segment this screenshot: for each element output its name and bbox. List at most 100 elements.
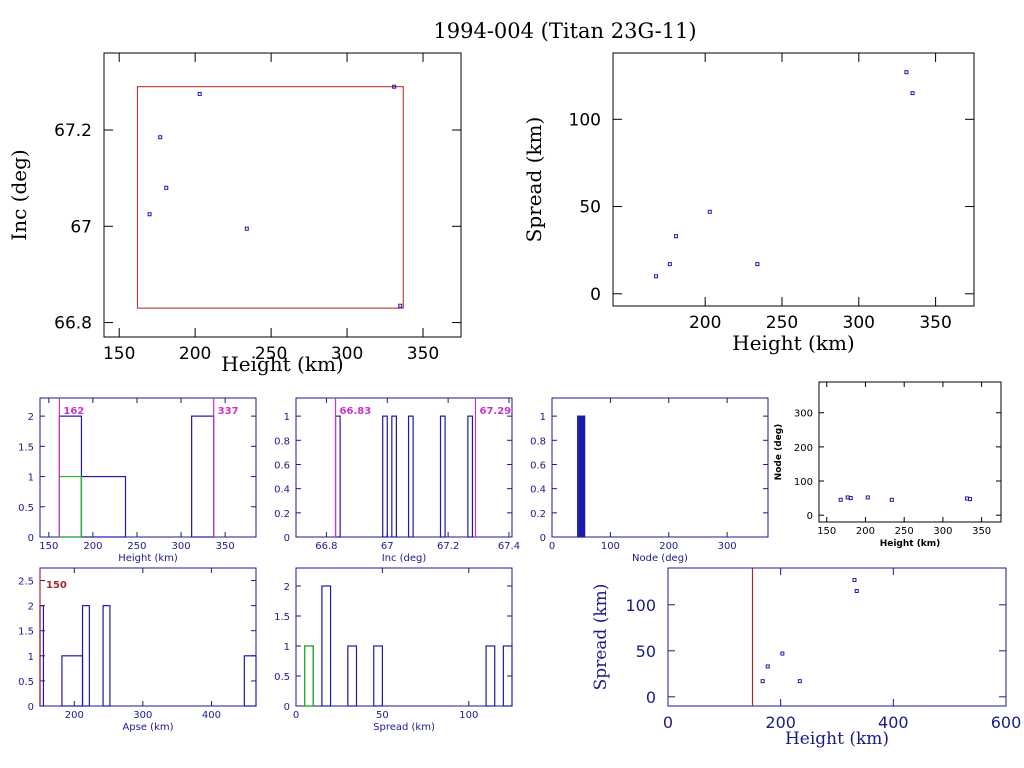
plot-frame xyxy=(103,52,462,338)
x-tick-label: 0 xyxy=(293,710,299,721)
y-tick-label: 200 xyxy=(794,443,813,454)
y-tick-label: 0 xyxy=(590,285,601,305)
y-tick-label: 100 xyxy=(794,477,813,488)
x-tick-label: 350 xyxy=(216,541,235,552)
x-tick-label: 250 xyxy=(127,541,146,552)
plot-frame xyxy=(612,52,975,307)
y-axis-label: Inc (deg) xyxy=(7,149,31,240)
data-point xyxy=(398,303,403,308)
x-tick-label: 100 xyxy=(601,541,620,552)
y-tick-label: 0.8 xyxy=(530,436,546,447)
selection-box xyxy=(136,86,404,309)
marker-label: 162 xyxy=(63,406,84,417)
data-point xyxy=(889,497,894,502)
y-tick-label: 0 xyxy=(284,702,290,713)
x-axis-label: Node (deg) xyxy=(632,553,688,564)
x-tick-label: 67 xyxy=(381,541,394,552)
histogram-bar xyxy=(347,645,358,707)
x-tick-label: 200 xyxy=(179,344,211,364)
x-tick-label: 0 xyxy=(549,541,555,552)
marker-label: 67.29 xyxy=(479,406,511,417)
x-tick-label: 200 xyxy=(689,313,721,333)
x-tick-label: 300 xyxy=(133,710,152,721)
y-tick-label: 0.8 xyxy=(274,436,290,447)
data-point xyxy=(654,274,659,279)
y-tick-label: 0 xyxy=(28,533,34,544)
x-tick-label: 300 xyxy=(933,526,952,537)
histogram-bar xyxy=(582,415,586,538)
data-point xyxy=(852,577,857,582)
y-tick-label: 2 xyxy=(28,602,34,613)
histogram-bar xyxy=(80,475,127,538)
y-tick-label: 1 xyxy=(284,412,290,423)
chart-spread_hist: 0 50 100 0 0.5 1 1.5 2 Spread (km) xyxy=(274,567,513,733)
x-tick-label: 300 xyxy=(172,541,191,552)
x-tick-label: 150 xyxy=(817,526,836,537)
x-tick-label: 400 xyxy=(202,710,221,721)
plot-frame xyxy=(295,397,513,538)
y-tick-label: 1 xyxy=(540,412,546,423)
x-axis-label: Spread (km) xyxy=(373,722,435,733)
y-tick-label: 0.4 xyxy=(274,485,290,496)
histogram-bar xyxy=(382,415,388,538)
x-tick-label: 250 xyxy=(255,344,287,364)
y-tick-label: 2.5 xyxy=(18,577,34,588)
cutoff-label: 150 xyxy=(46,580,67,591)
x-tick-label: 50 xyxy=(376,710,389,721)
data-point xyxy=(904,70,909,75)
chart-node_hist: 0 100 200 300 0 0.2 0.4 0.6 0.8 1 Node (deg) xyxy=(530,397,769,564)
y-tick-label: 50 xyxy=(579,198,601,218)
plot-frame xyxy=(551,397,769,538)
y-tick-label: 67.2 xyxy=(54,121,92,141)
y-tick-label: 1.5 xyxy=(274,612,290,623)
data-point xyxy=(765,664,770,669)
y-tick-label: 0 xyxy=(28,702,34,713)
data-point xyxy=(848,496,853,501)
marker-label: 337 xyxy=(218,406,239,417)
x-axis-label: Height (km) xyxy=(785,729,889,749)
x-tick-label: 350 xyxy=(919,313,951,333)
histogram-bar xyxy=(581,415,584,538)
histogram-bar xyxy=(577,415,580,538)
x-tick-label: 250 xyxy=(895,526,914,537)
y-tick-label: 0 xyxy=(540,533,546,544)
y-tick-label: 0.6 xyxy=(530,460,546,471)
chart-spread_vs_height_wide: 0 200 400 600 0 50 100 Height (km) Spread (km) xyxy=(591,567,1022,749)
x-axis-label: Height (km) xyxy=(880,539,941,549)
x-tick-label: 300 xyxy=(718,541,737,552)
y-tick-label: 1 xyxy=(284,642,290,653)
data-point xyxy=(845,495,850,500)
y-tick-label: 0.5 xyxy=(274,672,290,683)
data-point xyxy=(197,91,202,96)
x-tick-label: 350 xyxy=(972,526,991,537)
histogram-bar-highlight xyxy=(304,645,314,707)
x-tick-label: 200 xyxy=(83,541,102,552)
x-tick-label: 200 xyxy=(65,710,84,721)
histogram-bar-highlight xyxy=(58,475,83,538)
data-point xyxy=(968,497,973,502)
data-point xyxy=(392,84,397,89)
histogram-bar xyxy=(304,645,314,707)
y-tick-label: 300 xyxy=(794,409,813,420)
x-tick-label: 100 xyxy=(459,710,478,721)
y-tick-label: 0 xyxy=(646,688,656,707)
x-tick-label: 200 xyxy=(765,713,796,732)
x-tick-label: 600 xyxy=(991,713,1022,732)
y-tick-label: 1 xyxy=(28,473,34,484)
y-axis-label: Spread (km) xyxy=(591,584,611,691)
marker-label: 66.83 xyxy=(340,406,372,417)
data-point xyxy=(910,91,915,96)
chart-inc_vs_height: 150 200 250 300 350 66.8 67 67.2 Height (km) Inc … xyxy=(7,52,462,376)
histogram-bar xyxy=(373,645,384,707)
x-axis-label: Height (km) xyxy=(732,331,854,355)
x-axis-label: Inc (deg) xyxy=(382,553,427,564)
y-tick-label: 1 xyxy=(28,652,34,663)
x-axis-label: Height (km) xyxy=(118,553,178,564)
histogram-bar xyxy=(243,655,257,707)
y-tick-label: 0.6 xyxy=(274,460,290,471)
data-point xyxy=(158,135,163,140)
plot-frame xyxy=(39,567,257,707)
histogram-bar xyxy=(102,605,111,707)
x-tick-label: 200 xyxy=(659,541,678,552)
